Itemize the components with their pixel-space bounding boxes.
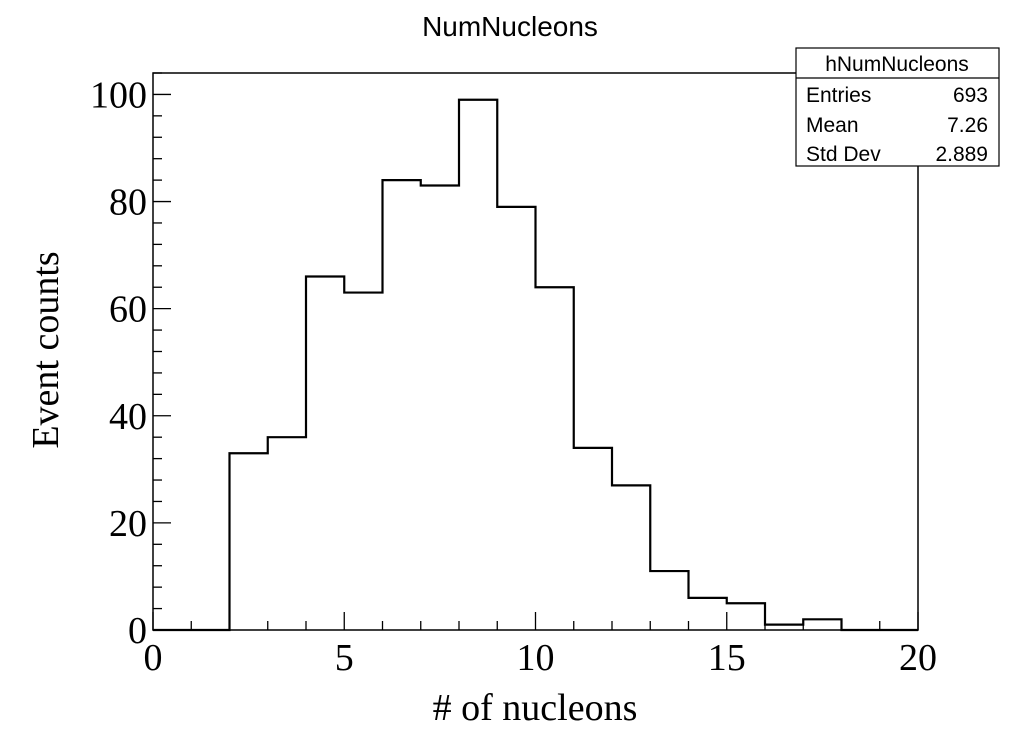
histogram-bin (689, 598, 727, 630)
histogram-bin (459, 100, 497, 630)
x-tick-label: 5 (335, 637, 354, 679)
histogram-bin (727, 603, 765, 630)
stats-box-name: hNumNucleons (825, 53, 969, 76)
stats-mean-label: Mean (806, 114, 859, 137)
y-axis-ticks: 0 20 40 60 80 100 (90, 72, 171, 652)
y-tick-label: 20 (109, 503, 147, 545)
y-tick-label: 80 (109, 182, 147, 224)
x-tick-label: 10 (517, 637, 555, 679)
stats-box: hNumNucleons Entries 693 Mean 7.26 Std D… (795, 47, 1000, 167)
y-tick-label: 40 (109, 396, 147, 438)
stats-entries-label: Entries (806, 84, 871, 107)
histogram-bin (344, 293, 382, 630)
x-tick-label: 20 (899, 637, 937, 679)
histogram-series-line (153, 98, 918, 632)
histogram-bin (574, 448, 612, 630)
y-tick-label: 0 (128, 610, 147, 652)
x-tick-label: 15 (708, 637, 746, 679)
histogram-bin (230, 453, 268, 630)
stats-stddev-label: Std Dev (806, 143, 881, 166)
x-tick-label: 0 (144, 637, 163, 679)
histogram-bin (497, 207, 535, 630)
stats-box-frame (795, 47, 1000, 167)
histogram-bins (230, 100, 842, 630)
y-tick-label: 100 (90, 74, 147, 116)
histogram-bin (383, 180, 421, 630)
stats-mean-value: 7.26 (947, 114, 988, 137)
histogram-bin (421, 185, 459, 630)
histogram-bin (803, 619, 841, 630)
histogram-bin (650, 571, 688, 630)
stats-stddev-value: 2.889 (935, 143, 988, 166)
x-axis-label: # of nucleons (433, 687, 638, 729)
y-axis-label: Event counts (25, 251, 67, 448)
histogram-bin (268, 437, 306, 630)
histogram-bin (612, 485, 650, 630)
histogram-bin (536, 287, 574, 630)
x-axis-ticks: 0 5 10 15 20 (144, 612, 937, 679)
stats-entries-value: 693 (953, 84, 988, 107)
y-tick-label: 60 (109, 289, 147, 331)
chart-title: NumNucleons (422, 11, 598, 42)
histogram-bin (306, 277, 344, 630)
